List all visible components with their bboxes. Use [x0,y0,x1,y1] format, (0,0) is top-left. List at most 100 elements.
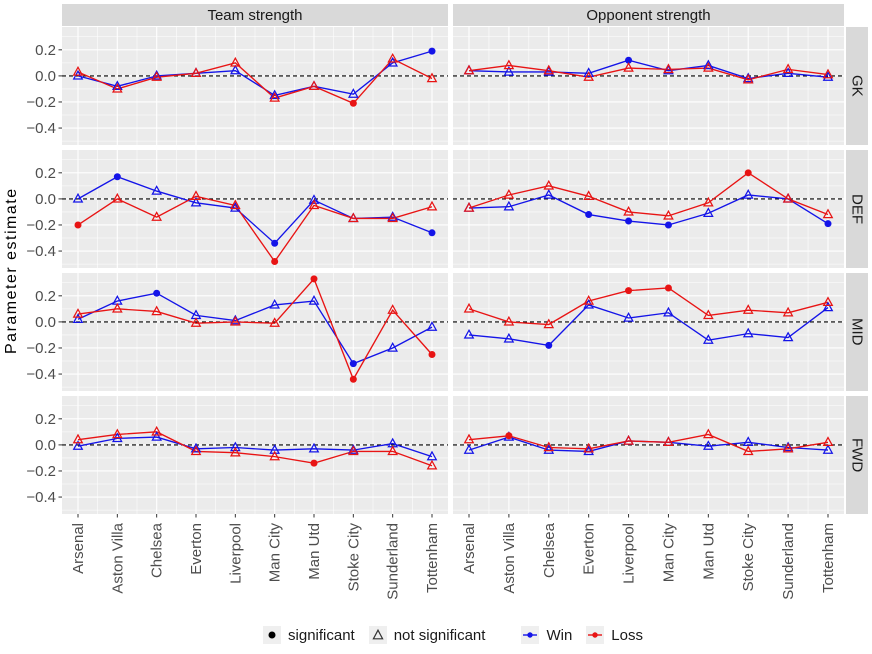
x-tick-label: Arsenal [70,523,87,574]
win-open-triangle-point [426,321,438,331]
loss-open-triangle-point [229,56,241,67]
loss-open-triangle-point [190,445,202,456]
x-tick-label: Stoke City [740,523,757,592]
win-open-triangle-point [347,88,359,98]
win-open-triangle-point [190,196,202,207]
gridlines [453,27,844,145]
win-open-triangle-point [229,202,241,212]
win-open-triangle-point [623,311,634,322]
loss-open-triangle-point [463,64,475,75]
win-line [468,194,829,226]
win-open-triangle-point [72,192,84,203]
legend-item-win: Win [521,626,572,644]
y-tick-label: 0.2 [35,42,56,59]
facet-row-label-mid: MID [848,318,866,346]
win-open-triangle-point [426,450,438,461]
not-significant-open-triangle-icon [368,626,387,644]
loss-significant-point [349,375,357,383]
win-line [77,292,433,365]
win-open-triangle-point [111,80,123,91]
gridlines [62,150,448,268]
win-open-triangle-point [782,331,794,342]
facet-row-label-gk: GK [848,75,866,97]
loss-open-triangle-point [583,442,595,453]
y-axis-ticks: 0.2 0.0 −0.2 −0.4 0.2 0.0 −0.2 −0.4 0.2 0.0 −0.2 −0… [26,42,62,506]
win-open-triangle-point [742,72,754,83]
x-tick-label: Everton [188,523,205,575]
gridlines [62,273,448,391]
loss-open-triangle-point [663,209,674,220]
win-open-triangle-point [822,301,834,312]
panel-gk-team-strength [62,27,448,145]
y-tick-label: −0.4 [26,489,56,506]
win-open-triangle-point [702,207,714,217]
loss-significant-point [74,221,82,229]
loss-markers [74,190,438,265]
loss-open-triangle-point [702,62,714,72]
win-open-triangle-point [463,444,475,454]
y-tick-label: −0.4 [26,120,56,137]
x-tick-label: Man Utd [700,523,717,580]
loss-open-triangle-point [269,450,281,461]
win-open-triangle-point [190,442,202,453]
panel-mid-team-strength [62,273,448,391]
loss-significant-point [744,169,752,177]
loss-open-triangle-point [347,212,359,223]
loss-open-triangle-point [72,308,84,318]
loss-open-triangle-point [229,199,241,210]
loss-open-triangle-point [543,64,555,75]
loss-significant-point [505,432,513,440]
y-tick-label: −0.2 [26,463,56,480]
win-open-triangle-point [663,64,674,75]
loss-markers [72,275,436,383]
loss-open-triangle-point [742,304,754,314]
win-significant-point [428,47,436,55]
win-open-triangle-point [229,314,241,325]
loss-open-triangle-point [543,318,555,329]
legend-label-loss: Loss [611,626,643,644]
win-line [77,436,433,458]
loss-significant-point [428,350,436,358]
win-line-dot-icon [521,626,540,644]
win-open-triangle-point [543,444,555,454]
win-line [468,304,829,347]
loss-open-triangle-point [782,63,794,74]
win-open-triangle-point [308,295,320,305]
loss-open-triangle-point [229,315,241,326]
loss-open-triangle-point [782,442,794,453]
legend-item-significant: significant [263,626,355,644]
win-open-triangle-point [269,298,281,309]
y-tick-label: 0.0 [35,68,56,85]
win-markers [463,188,832,229]
loss-markers [72,52,438,107]
loss-open-triangle-point [543,179,555,190]
legend-group-spacer [492,635,514,636]
win-open-triangle-point [742,436,754,447]
win-open-triangle-point [308,442,320,453]
loss-open-triangle-point [190,317,202,327]
loss-open-triangle-point [822,208,834,219]
win-significant-point [664,221,672,229]
legend-item-not-significant: not significant [368,626,485,644]
win-open-triangle-point [822,444,834,454]
win-significant-point [428,229,436,237]
x-tick-label: Man City [660,523,677,583]
significant-filled-circle-icon [263,626,282,644]
loss-markers [72,425,438,470]
facet-col-label-opponent-strength: Opponent strength [586,6,711,24]
x-tick-label: Man City [267,523,284,583]
loss-open-triangle-point [623,62,634,72]
win-line [77,50,433,97]
win-open-triangle-point [387,211,399,221]
loss-open-triangle-point [308,199,320,210]
loss-open-triangle-point [269,92,281,102]
y-axis-title: Parameter estimate [3,187,20,355]
panel-def-team-strength [62,150,448,268]
loss-open-triangle-point [347,445,359,456]
win-open-triangle-point [463,328,475,339]
loss-open-triangle-point [583,295,595,305]
loss-open-triangle-point [151,211,163,221]
loss-open-triangle-point [190,67,202,78]
win-significant-point [349,360,357,368]
panel-gk-opponent-strength [453,27,844,145]
